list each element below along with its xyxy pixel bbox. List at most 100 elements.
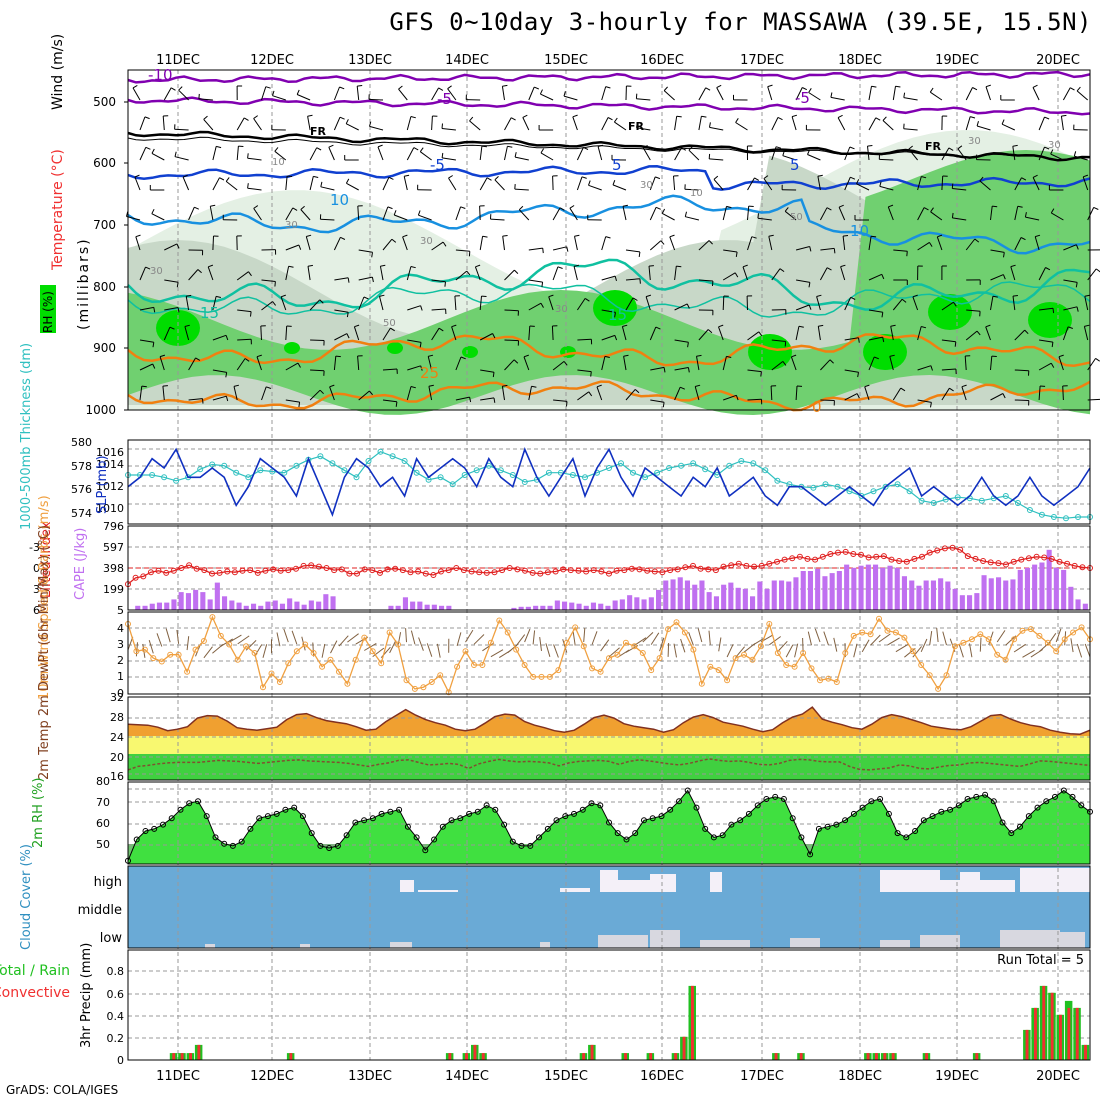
wind-speed-line-point: [226, 641, 233, 648]
thickness-tick-label: 574: [71, 507, 92, 520]
rh-line-point: [815, 825, 822, 832]
thickness-line-point: [413, 469, 420, 476]
wind-barb-feather: [734, 272, 739, 278]
cape-bar: [619, 599, 625, 610]
wind-barb: [990, 206, 993, 221]
wind-barb: [1014, 177, 1022, 191]
wind-barb: [328, 146, 335, 161]
wind-barb-10m: [524, 628, 531, 643]
wind-barb: [504, 269, 515, 281]
cape-bar: [598, 603, 604, 610]
cape-bar: [721, 584, 727, 610]
wind-barb-feather: [775, 146, 782, 149]
cape-bar: [634, 597, 640, 610]
temperature-contour-label: FR: [628, 120, 645, 133]
precip-convective-bar: [925, 1053, 929, 1060]
cape-bar: [873, 564, 879, 610]
cape-bar: [793, 577, 799, 610]
wind-barb-feather: [451, 324, 457, 328]
wind-barb: [164, 307, 179, 311]
wind-barb: [212, 296, 217, 311]
cape-bar: [612, 600, 618, 610]
date-label-top: 20DEC: [1036, 53, 1080, 68]
wind-barb: [431, 279, 446, 283]
wind-barb: [879, 158, 894, 161]
thickness-line-point: [1026, 507, 1033, 513]
wind-barb: [694, 386, 700, 401]
wind-barb: [990, 274, 1004, 281]
wind-barb: [139, 363, 153, 371]
wind-barb: [369, 125, 384, 131]
wind-barb-feather: [329, 384, 335, 388]
wind-barb: [698, 329, 709, 341]
wind-barb: [844, 393, 858, 401]
wind-barb-feather: [1020, 237, 1026, 241]
wind-barb-feather: [328, 144, 334, 148]
wind-barb: [771, 361, 784, 371]
wind-barb-feather: [949, 387, 954, 392]
wind-barb-feather: [782, 150, 785, 156]
wind-barb: [188, 206, 195, 221]
wind-barb-10m: [697, 628, 703, 643]
wind-barb: [403, 176, 408, 191]
wind-barb-feather: [387, 206, 393, 210]
wind-barb: [198, 98, 213, 101]
wind-barb-feather: [816, 294, 822, 297]
cape-bar: [1024, 567, 1030, 610]
wind-barb-feather: [843, 235, 849, 237]
rh-line-point: [238, 838, 245, 845]
wind-speed-line-point: [614, 651, 621, 658]
wind-barb-feather: [840, 264, 846, 268]
wind-speed-line-point: [757, 643, 764, 650]
wind-barb: [469, 120, 481, 131]
wind-barb: [941, 175, 944, 191]
cape-bar: [923, 580, 929, 610]
temperature-contour-label: FR: [925, 140, 942, 153]
wind-barb: [479, 146, 483, 161]
thickness-tick-label: 580: [71, 436, 92, 449]
rh-line-point: [509, 838, 516, 845]
wind-barb: [247, 157, 262, 161]
wind-barb-feather: [817, 174, 823, 177]
wind-barb-10m: [142, 643, 146, 658]
wind-barb-feather: [460, 356, 466, 360]
date-label-top: 17DEC: [740, 53, 784, 68]
wind-barb: [784, 210, 797, 221]
thickness-line-point: [774, 477, 781, 484]
thickness-line-point: [461, 472, 468, 478]
rh-line-point: [501, 821, 508, 828]
wind-barb-feather: [985, 324, 991, 328]
wind-barb: [808, 92, 821, 101]
cape-bar: [214, 582, 220, 610]
cape-bar: [880, 567, 886, 610]
wind-speed-line-point: [665, 626, 672, 633]
wind-barb-feather: [921, 326, 927, 329]
wind-barb-10m: [545, 643, 551, 657]
wind-barb-feather: [684, 211, 687, 217]
wind-barb-feather: [735, 118, 739, 123]
wind-barb-feather: [574, 234, 580, 237]
wind-barb: [795, 304, 810, 311]
rh-line-point: [1025, 813, 1032, 820]
thickness-line-point: [1014, 500, 1021, 506]
wind-barb-10m: [1047, 633, 1057, 646]
wind-barb-feather: [808, 88, 812, 93]
wind-barb-feather: [313, 175, 319, 178]
wind-barb: [504, 339, 519, 342]
temperature-contour-label: -5: [795, 89, 810, 107]
wind-speed-line-point: [1044, 639, 1051, 646]
lifted-index-line-point: [170, 567, 177, 574]
wind-barb: [868, 273, 883, 281]
lifted-index-line: [127, 547, 1091, 585]
rh-line-point: [229, 842, 236, 849]
wind-barb: [917, 365, 932, 371]
wind-barb: [716, 87, 724, 101]
wind-barb-feather: [979, 176, 984, 182]
cape-bar: [554, 600, 560, 610]
cape-bar: [1017, 569, 1023, 610]
wind-barb-feather: [687, 342, 689, 348]
wind-barb-feather: [395, 401, 398, 407]
wind-barb-feather: [320, 181, 323, 187]
wind-speed-line-point: [319, 663, 326, 670]
wind-barb-feather: [466, 270, 471, 276]
